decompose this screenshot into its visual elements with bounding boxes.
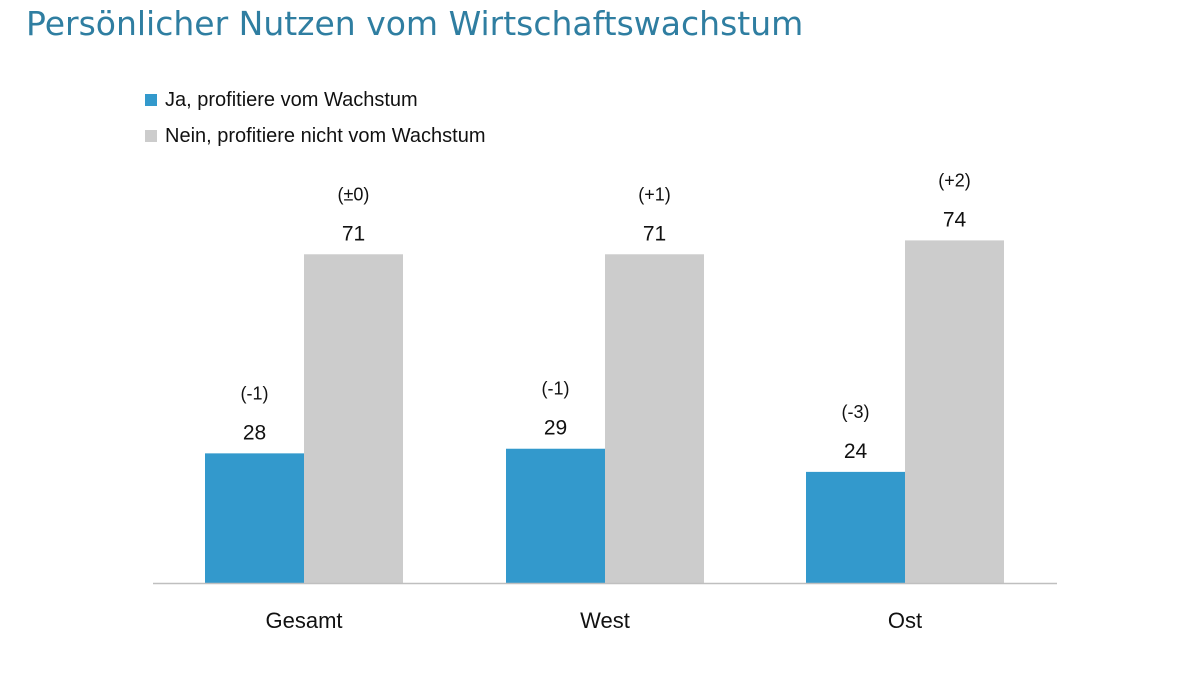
legend-item-nein: Nein, profitiere nicht vom Wachstum [145,122,485,150]
change-label-ja-gesamt: (-1) [241,383,269,403]
change-label-nein-gesamt: (±0) [338,184,370,204]
change-label-nein-west: (+1) [638,184,671,204]
change-label-ja-ost: (-3) [842,402,870,422]
legend-swatch-ja [145,94,157,106]
chart-title: Persönlicher Nutzen vom Wirtschaftswachs… [26,4,804,43]
legend-label-nein: Nein, profitiere nicht vom Wachstum [165,124,486,147]
bar-ja-west [506,448,605,583]
value-label-ja-west: 29 [544,417,567,440]
value-label-ja-gesamt: 28 [243,421,266,444]
legend-label-ja: Ja, profitiere vom Wachstum [165,88,418,111]
change-label-nein-ost: (+2) [938,170,971,190]
legend-item-ja: Ja, profitiere vom Wachstum [145,86,485,114]
bar-ja-gesamt [205,453,304,583]
value-label-ja-ost: 24 [844,440,868,463]
value-label-nein-ost: 74 [943,208,967,231]
bar-ja-ost [806,471,905,583]
value-label-nein-gesamt: 71 [342,222,365,245]
category-label-west: West [580,608,630,633]
bar-nein-west [605,254,704,583]
category-label-ost: Ost [888,608,922,633]
bar-nein-gesamt [304,254,403,583]
value-label-nein-west: 71 [643,222,666,245]
category-label-gesamt: Gesamt [265,608,342,633]
change-label-ja-west: (-1) [542,379,570,399]
legend: Ja, profitiere vom Wachstum Nein, profit… [145,86,485,158]
legend-swatch-nein [145,130,157,142]
bar-nein-ost [905,240,1004,583]
